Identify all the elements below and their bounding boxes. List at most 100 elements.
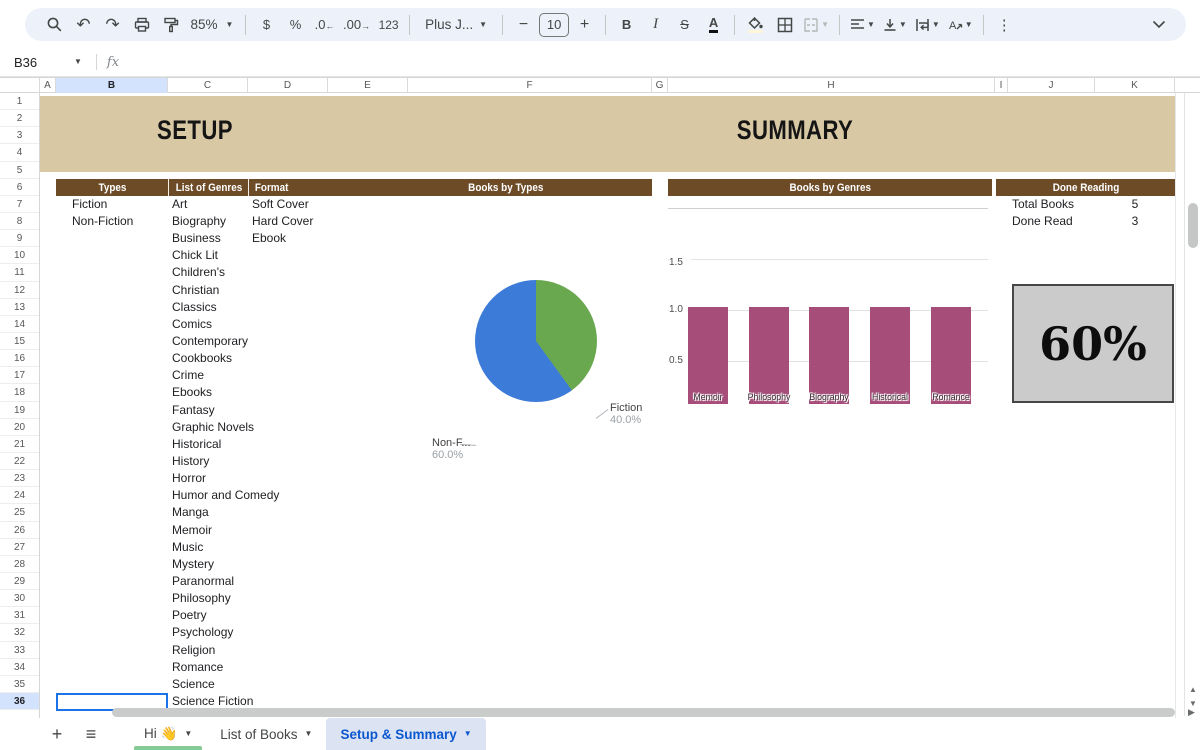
column-header-b[interactable]: B: [56, 78, 168, 93]
genre-cell[interactable]: Children's: [172, 265, 225, 280]
row-header[interactable]: 8: [0, 213, 39, 231]
percent-done-box[interactable]: 60%: [1012, 284, 1174, 403]
column-header-a[interactable]: A: [40, 78, 56, 93]
genre-cell[interactable]: Biography: [172, 214, 227, 229]
redo-button[interactable]: ↷: [99, 12, 126, 38]
decrease-decimal-button[interactable]: .0←: [311, 12, 338, 38]
genre-cell[interactable]: Paranormal: [172, 573, 235, 588]
genre-cell[interactable]: Music: [172, 539, 204, 554]
sheet-tab-hi[interactable]: Hi 👋 ▼: [130, 718, 206, 750]
column-header-k[interactable]: K: [1095, 78, 1175, 93]
column-header-i[interactable]: I: [995, 78, 1008, 93]
row-header[interactable]: 4: [0, 144, 39, 162]
row-header[interactable]: 35: [0, 676, 39, 693]
genre-cell[interactable]: Contemporary: [172, 334, 249, 349]
row-header[interactable]: 31: [0, 607, 39, 625]
setup-title[interactable]: SETUP: [157, 115, 233, 145]
select-all-corner[interactable]: [0, 78, 40, 93]
genre-cell[interactable]: Science Fiction: [172, 693, 254, 708]
genre-cell[interactable]: Mystery: [172, 556, 214, 571]
print-button[interactable]: [128, 12, 155, 38]
column-header-j[interactable]: J: [1008, 78, 1095, 93]
genre-cell[interactable]: Religion: [172, 642, 216, 657]
scroll-up-arrow[interactable]: ▲: [1189, 685, 1197, 694]
row-header[interactable]: 11: [0, 264, 39, 282]
row-header[interactable]: 6: [0, 179, 39, 196]
genre-cell[interactable]: Business: [172, 231, 221, 246]
row-header[interactable]: 26: [0, 522, 39, 539]
genre-cell[interactable]: Humor and Comedy: [172, 488, 280, 503]
format-cell[interactable]: Hard Cover: [252, 214, 314, 229]
type-cell[interactable]: Fiction: [72, 196, 108, 211]
text-wrap-button[interactable]: ▼: [912, 12, 943, 38]
text-rotation-button[interactable]: A ▼: [945, 12, 976, 38]
row-header[interactable]: 24: [0, 487, 39, 505]
column-header-g[interactable]: G: [652, 78, 668, 93]
genre-cell[interactable]: Cookbooks: [172, 351, 233, 366]
row-header[interactable]: 15: [0, 333, 39, 351]
horizontal-scrollbar-thumb[interactable]: [112, 708, 1175, 717]
sheet-tab-setup-summary[interactable]: Setup & Summary ▼: [326, 718, 486, 750]
header-list-of-genres[interactable]: List of Genres: [175, 181, 242, 194]
header-done-reading[interactable]: Done Reading: [1052, 181, 1119, 194]
vertical-align-button[interactable]: ▼: [880, 12, 910, 38]
genre-cell[interactable]: Manga: [172, 505, 209, 520]
borders-button[interactable]: [771, 12, 798, 38]
genre-cell[interactable]: Christian: [172, 282, 220, 297]
row-header[interactable]: 27: [0, 539, 39, 556]
genre-cell[interactable]: Memoir: [172, 522, 213, 537]
genre-cell[interactable]: Art: [172, 196, 188, 211]
hide-menus-button[interactable]: [1145, 12, 1172, 38]
horizontal-align-button[interactable]: ▼: [847, 12, 878, 38]
column-header-c[interactable]: C: [168, 78, 248, 93]
row-header[interactable]: 2: [0, 110, 39, 128]
header-books-by-genres[interactable]: Books by Genres: [789, 181, 871, 194]
font-size-input[interactable]: 10: [539, 12, 570, 37]
row-header[interactable]: 18: [0, 384, 39, 402]
row-header[interactable]: 5: [0, 162, 39, 179]
row-header[interactable]: 16: [0, 350, 39, 368]
paint-format-button[interactable]: [157, 12, 184, 38]
format-percent-button[interactable]: %: [289, 17, 302, 32]
summary-title[interactable]: SUMMARY: [736, 115, 854, 145]
search-button[interactable]: [41, 12, 68, 38]
row-header[interactable]: 25: [0, 504, 39, 522]
strikethrough-button[interactable]: S: [671, 12, 698, 38]
genre-cell[interactable]: Historical: [172, 436, 222, 451]
zoom-select[interactable]: 85% ▼: [190, 17, 234, 32]
row-header[interactable]: 34: [0, 659, 39, 676]
scroll-right-arrow[interactable]: ▶: [1188, 707, 1195, 717]
header-format[interactable]: Format: [254, 181, 289, 194]
row-header[interactable]: 3: [0, 127, 39, 145]
row-header[interactable]: 17: [0, 367, 39, 385]
row-header[interactable]: 1: [0, 93, 39, 111]
header-books-by-types[interactable]: Books by Types: [467, 181, 544, 194]
done-read-label[interactable]: Done Read: [1012, 214, 1073, 229]
number-format-button[interactable]: 123: [378, 17, 399, 32]
font-select[interactable]: Plus J... ▼: [425, 17, 488, 32]
genre-cell[interactable]: Fantasy: [172, 402, 215, 417]
genre-cell[interactable]: Philosophy: [172, 591, 231, 606]
name-box[interactable]: B36: [14, 54, 38, 70]
add-sheet-button[interactable]: +: [51, 723, 63, 744]
genre-cell[interactable]: Horror: [172, 471, 207, 486]
row-header[interactable]: 13: [0, 299, 39, 316]
total-books-value[interactable]: 5: [1131, 196, 1139, 211]
more-options-button[interactable]: ⋮: [996, 16, 1012, 34]
text-color-button[interactable]: A: [700, 12, 727, 38]
genre-cell[interactable]: History: [172, 454, 210, 468]
genre-cell[interactable]: Graphic Novels: [172, 419, 255, 434]
italic-button[interactable]: I: [653, 16, 659, 32]
genre-cell[interactable]: Poetry: [172, 608, 207, 623]
row-header[interactable]: 36: [0, 692, 39, 711]
row-header[interactable]: 14: [0, 316, 39, 333]
genre-cell[interactable]: Psychology: [172, 625, 234, 640]
row-header[interactable]: 22: [0, 453, 39, 471]
column-header-h[interactable]: H: [668, 78, 995, 93]
genre-cell[interactable]: Comics: [172, 316, 213, 331]
column-header-e[interactable]: E: [328, 78, 408, 93]
row-header[interactable]: 7: [0, 196, 39, 213]
type-cell[interactable]: Non-Fiction: [72, 214, 134, 229]
vertical-scrollbar[interactable]: ▲ ▼: [1184, 93, 1200, 716]
row-header[interactable]: 9: [0, 230, 39, 248]
